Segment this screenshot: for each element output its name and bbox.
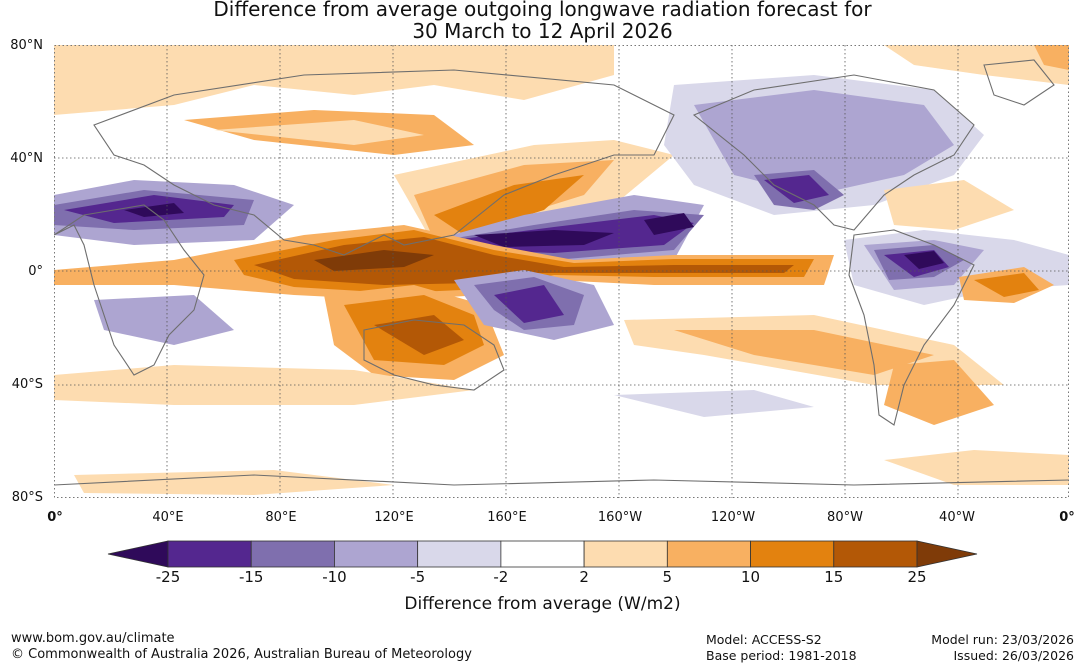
model-run-date: Model run: 23/03/2026 (931, 632, 1074, 647)
footer-credits: www.bom.gov.au/climate © Commonwealth of… (11, 631, 472, 663)
colorbar-segment (833, 540, 918, 568)
colorbar-tick-label: -15 (238, 568, 264, 586)
footer-dates: Model run: 23/03/2026 Issued: 26/03/2026 (931, 632, 1074, 664)
footer-model-info: Model: ACCESS-S2 Base period: 1981-2018 (706, 632, 857, 664)
colorbar-tick-label: 5 (662, 568, 673, 586)
lat-label-0: 0° (28, 264, 43, 279)
australia-outline (363, 319, 505, 391)
coastlines (54, 59, 1069, 486)
colorbar-segment (583, 540, 668, 568)
colorbar-segment (417, 540, 502, 568)
eurasia-outline (93, 69, 675, 256)
colorbar-segment (167, 540, 252, 568)
copyright-text: © Commonwealth of Australia 2026, Austra… (11, 647, 472, 662)
north-america-outline (692, 74, 975, 231)
colorbar-tick-label: -2 (493, 568, 509, 586)
lat-label-40n: 40°N (10, 151, 43, 166)
colorbar-label: Difference from average (W/m2) (404, 594, 681, 614)
colorbar-tick-label: 2 (579, 568, 589, 586)
lat-label-80n: 80°N (10, 38, 43, 53)
model-name: Model: ACCESS-S2 (706, 632, 822, 647)
lon-label-160w: 160°W (597, 510, 643, 525)
colorbar-segment (666, 540, 751, 568)
anomaly-field (54, 45, 1069, 495)
olr-anomaly-map (54, 45, 1069, 498)
africa-outline (54, 204, 205, 376)
colorbar-tick-label: 10 (741, 568, 761, 586)
website-link[interactable]: www.bom.gov.au/climate (11, 631, 175, 646)
lon-label-80e: 80°E (265, 510, 297, 525)
colorbar-arrow-low (107, 540, 169, 568)
antarctica-outline (54, 474, 1069, 486)
base-period: Base period: 1981-2018 (706, 648, 857, 663)
colorbar-segment (334, 540, 419, 568)
graticule (54, 45, 1069, 498)
map-title-line-1: Difference from average outgoing longwav… (213, 0, 872, 21)
map-title-line-2: 30 March to 12 April 2026 (412, 19, 673, 43)
colorbar-tick-label: 15 (824, 568, 844, 586)
colorbar-tick-label: 25 (907, 568, 927, 586)
colorbar-segment (250, 540, 335, 568)
colorbar-arrow-high (916, 540, 978, 568)
lon-label-0-right: 0° (1059, 510, 1075, 525)
south-america-outline (848, 229, 975, 426)
lon-label-40e: 40°E (152, 510, 184, 525)
lon-label-160e: 160°E (487, 510, 527, 525)
lat-label-40s: 40°S (11, 377, 43, 392)
lon-label-120e: 120°E (374, 510, 414, 525)
colorbar-tick-label: -25 (155, 568, 181, 586)
colorbar-tick-label: -10 (322, 568, 347, 586)
issued-date: Issued: 26/03/2026 (953, 648, 1075, 663)
lat-label-80s: 80°S (11, 490, 43, 505)
colorbar-tick-label: -5 (410, 568, 426, 586)
lon-label-40w: 40°W (939, 510, 975, 525)
colorbar-segment (750, 540, 835, 568)
lon-label-0-left: 0° (47, 510, 63, 525)
lon-label-80w: 80°W (827, 510, 863, 525)
lon-label-120w: 120°W (710, 510, 756, 525)
greenland-outline (983, 59, 1055, 106)
colorbar-segment (500, 540, 585, 568)
